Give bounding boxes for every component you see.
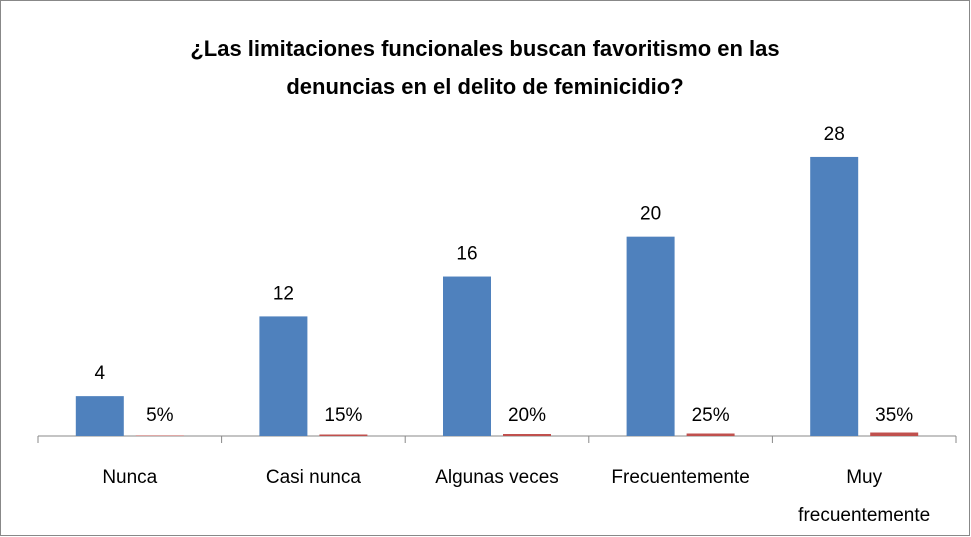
data-label: 25%: [692, 405, 730, 426]
x-tick-label: Casi nunca: [266, 467, 361, 488]
x-tick-label: Nunca: [102, 467, 157, 488]
data-label: 12: [273, 283, 294, 304]
bar: [443, 276, 491, 436]
x-tick-label: Muy frecuentemente: [798, 467, 930, 526]
data-label: 28: [824, 124, 845, 145]
x-tick-label: Algunas veces: [435, 467, 559, 488]
data-label: 20: [640, 204, 661, 225]
bar: [319, 434, 368, 436]
data-label: 20%: [508, 405, 546, 426]
bar: [626, 236, 675, 436]
bar: [503, 434, 551, 436]
chart-title: ¿Las limitaciones funcionales buscan fav…: [190, 36, 780, 99]
data-label: 4: [95, 363, 106, 384]
bar: [686, 433, 735, 436]
bar: [810, 156, 859, 436]
bar: [259, 316, 308, 436]
bar: [75, 396, 124, 436]
data-label: 16: [456, 244, 477, 265]
data-label: 5%: [146, 405, 174, 426]
data-label: 35%: [875, 405, 913, 426]
bar: [870, 432, 919, 436]
data-label: 15%: [324, 405, 362, 426]
x-tick-label: Frecuentemente: [611, 467, 749, 488]
